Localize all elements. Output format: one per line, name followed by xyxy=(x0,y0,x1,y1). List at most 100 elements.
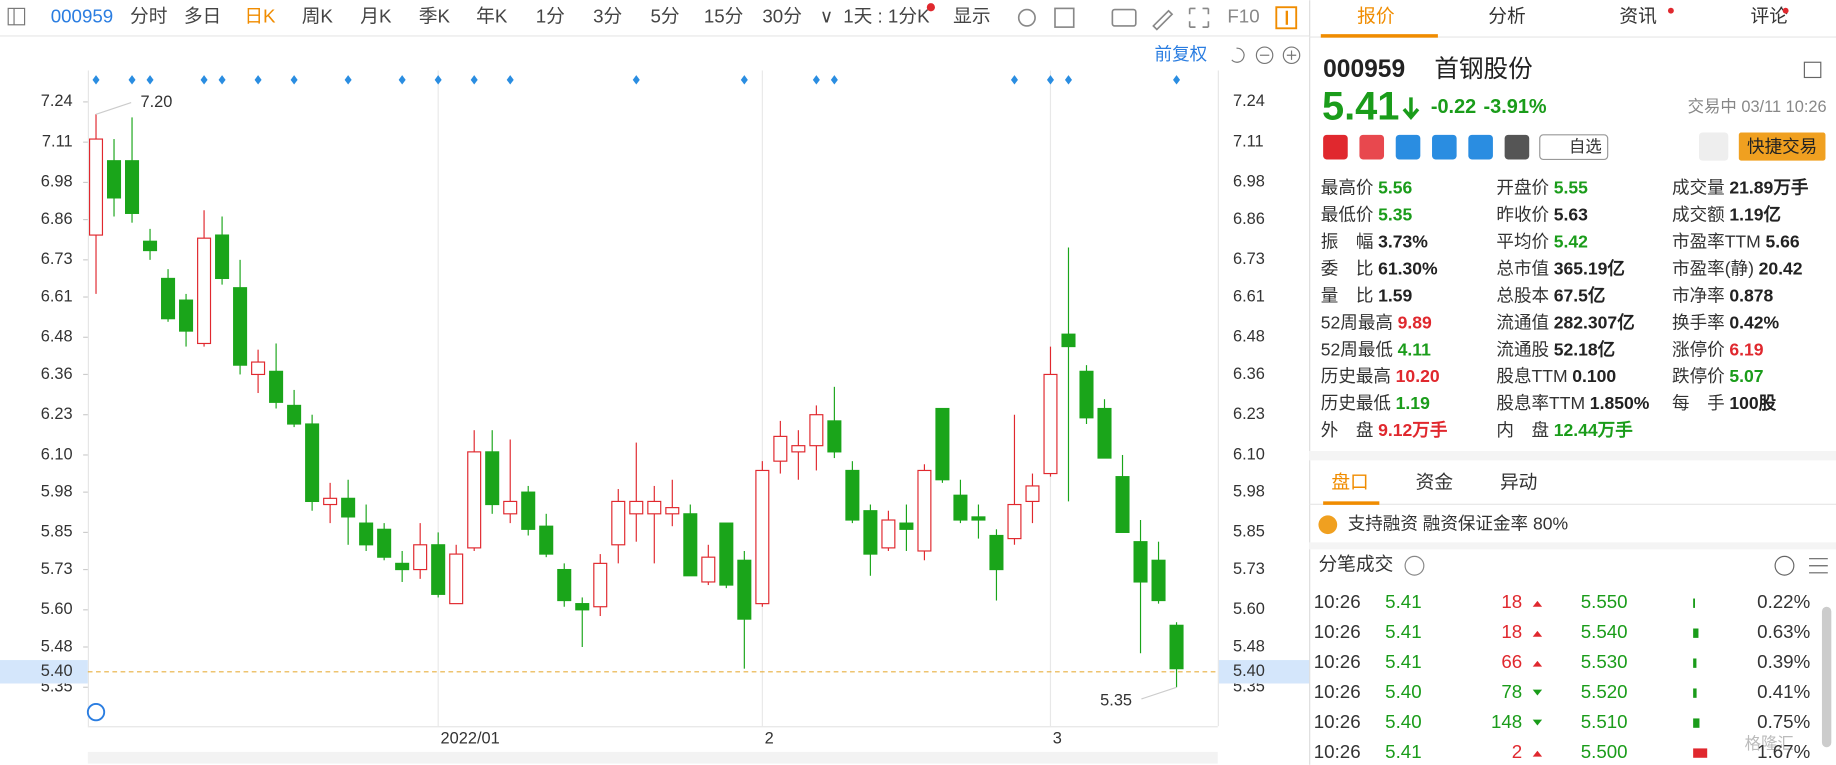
stat-label: 内 盘 xyxy=(1496,420,1549,440)
event-marker[interactable] xyxy=(290,75,298,85)
undo-icon[interactable] xyxy=(1231,47,1245,63)
period[interactable]: 1分 xyxy=(536,6,565,27)
fullscreen-icon[interactable] xyxy=(1188,7,1210,28)
info-icon[interactable] xyxy=(86,702,106,722)
book-pct: 0.75% xyxy=(1757,711,1810,732)
stat-value: 1.850% xyxy=(1590,393,1650,413)
period[interactable]: 周K xyxy=(302,6,334,27)
quote-change-pct: -3.91% xyxy=(1484,96,1547,118)
bell-button[interactable] xyxy=(1699,132,1729,161)
event-marker[interactable] xyxy=(830,75,838,85)
interval[interactable]: 1天 : 1分K xyxy=(843,6,930,27)
stat-label: 52周最低 xyxy=(1321,339,1393,359)
event-marker[interactable] xyxy=(146,75,154,85)
event-marker[interactable] xyxy=(506,75,514,85)
event-marker[interactable] xyxy=(1046,75,1054,85)
candle-body xyxy=(1025,485,1040,503)
period[interactable]: 年K xyxy=(476,6,508,27)
trade-time: 10:26 xyxy=(1314,711,1361,732)
event-marker[interactable] xyxy=(344,75,352,85)
display-menu[interactable]: 显示 xyxy=(953,6,990,27)
tab[interactable]: 资讯 xyxy=(1619,6,1657,27)
event-marker[interactable] xyxy=(632,75,640,85)
zoom-out[interactable] xyxy=(1255,46,1274,65)
candle-body xyxy=(215,234,230,280)
period[interactable]: 分时 xyxy=(130,6,167,27)
trade-volume: 2 xyxy=(1512,741,1522,762)
event-marker[interactable] xyxy=(398,75,406,85)
candle-body xyxy=(233,287,248,366)
watch-button[interactable] xyxy=(1539,134,1609,161)
list-icon[interactable] xyxy=(1809,558,1828,574)
more-icon[interactable] xyxy=(1774,555,1795,576)
book-bar xyxy=(1693,688,1697,698)
trade-label[interactable]: 快捷交易 xyxy=(1747,136,1817,156)
tab[interactable]: 评论 xyxy=(1751,6,1789,27)
candle-body xyxy=(1097,407,1112,459)
stat: 市盈率(静) 20.42 xyxy=(1672,258,1803,278)
period[interactable]: 30分 xyxy=(762,6,802,27)
event-marker[interactable] xyxy=(470,75,478,85)
period[interactable]: 季K xyxy=(419,6,451,27)
camera-icon[interactable] xyxy=(1111,8,1137,27)
stat: 平均价 5.42 xyxy=(1496,231,1588,251)
more-periods[interactable]: ∨ xyxy=(820,6,834,27)
icon-hot[interactable] xyxy=(1359,134,1385,160)
icon-note[interactable] xyxy=(1504,134,1530,160)
event-marker[interactable] xyxy=(434,75,442,85)
stat-value: 5.42 xyxy=(1554,231,1588,251)
candle-body xyxy=(989,534,1004,571)
candle-body xyxy=(449,553,464,605)
trade-button[interactable] xyxy=(1738,132,1826,161)
stat-value: 1.19 xyxy=(1396,393,1430,413)
subtab[interactable]: 异动 xyxy=(1500,472,1537,493)
box-icon[interactable] xyxy=(1054,7,1075,28)
trade-time: 10:26 xyxy=(1314,591,1361,612)
event-marker[interactable] xyxy=(128,75,136,85)
settings-icon[interactable] xyxy=(1017,8,1036,27)
stat: 历史最低 1.19 xyxy=(1321,393,1430,413)
period[interactable]: 日K xyxy=(244,6,276,27)
tab[interactable]: 分析 xyxy=(1488,6,1525,27)
candle-body xyxy=(1169,624,1184,670)
period[interactable]: 5分 xyxy=(651,6,680,27)
y-tick-label-right: 6.48 xyxy=(1233,328,1265,346)
trade-direction xyxy=(1532,719,1543,726)
layout-icon[interactable] xyxy=(7,7,26,26)
period[interactable]: 多日 xyxy=(184,6,221,27)
icon-shuffle[interactable] xyxy=(1395,134,1421,160)
book-price: 5.550 xyxy=(1581,591,1628,612)
period[interactable]: 3分 xyxy=(593,6,622,27)
icon-tag[interactable] xyxy=(1468,134,1493,160)
tab[interactable]: 报价 xyxy=(1357,6,1395,27)
f10[interactable]: F10 xyxy=(1227,6,1259,27)
event-marker[interactable] xyxy=(200,75,208,85)
subtab[interactable]: 资金 xyxy=(1416,472,1454,493)
period[interactable]: 15分 xyxy=(704,6,744,27)
stat-label: 历史最低 xyxy=(1321,393,1391,413)
period[interactable]: 月K xyxy=(360,6,392,27)
adjust[interactable]: 前复权 xyxy=(1155,44,1208,64)
icon-dollar[interactable] xyxy=(1432,134,1457,160)
toolbar-code[interactable]: 000959 xyxy=(51,6,113,27)
panel-toggle[interactable] xyxy=(1275,6,1298,30)
event-marker[interactable] xyxy=(1173,75,1181,85)
book-price: 5.530 xyxy=(1581,651,1628,672)
pen-icon[interactable] xyxy=(1152,9,1174,31)
subtab[interactable]: 盘口 xyxy=(1331,472,1368,493)
trade-time: 10:26 xyxy=(1314,681,1361,702)
detail-icon[interactable] xyxy=(1803,61,1822,79)
event-marker[interactable] xyxy=(92,75,100,85)
icon-cn[interactable] xyxy=(1323,134,1348,160)
event-marker[interactable] xyxy=(218,75,226,85)
event-marker[interactable] xyxy=(1064,75,1072,85)
candle-body xyxy=(323,497,338,506)
help-icon[interactable] xyxy=(1404,555,1425,576)
trade-direction xyxy=(1532,600,1543,607)
stat: 成交量 21.89万手 xyxy=(1672,177,1809,197)
scrollbar[interactable] xyxy=(87,751,1218,764)
stat: 委 比 61.30% xyxy=(1321,258,1438,278)
zoom-in[interactable] xyxy=(1282,46,1301,65)
trades-scrollbar[interactable] xyxy=(1821,606,1832,748)
watch-label[interactable]: 自选 xyxy=(1569,138,1602,156)
